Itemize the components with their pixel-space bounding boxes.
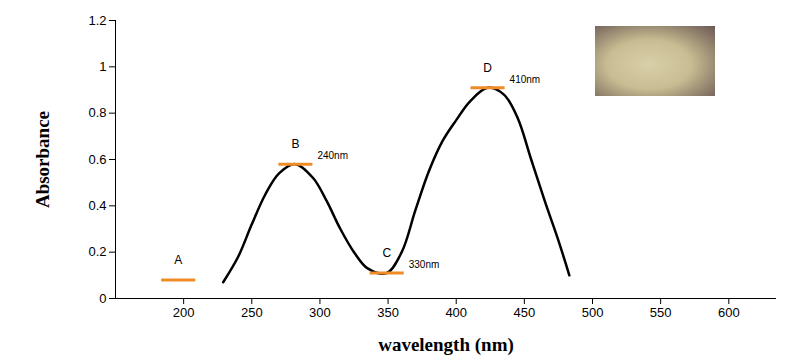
svg-text:500: 500 <box>582 305 604 320</box>
svg-text:350: 350 <box>377 305 399 320</box>
svg-text:0.8: 0.8 <box>88 105 106 120</box>
svg-text:1.2: 1.2 <box>88 13 106 28</box>
svg-text:450: 450 <box>514 305 536 320</box>
svg-text:300: 300 <box>309 305 331 320</box>
svg-text:wavelength (nm): wavelength (nm) <box>378 334 514 356</box>
svg-text:1: 1 <box>99 59 106 74</box>
svg-text:0.6: 0.6 <box>88 152 106 167</box>
svg-text:Absorbance: Absorbance <box>32 111 53 208</box>
svg-text:550: 550 <box>650 305 672 320</box>
svg-text:A: A <box>174 253 182 267</box>
svg-text:240nm: 240nm <box>317 150 348 161</box>
svg-text:250: 250 <box>241 305 263 320</box>
svg-text:D: D <box>483 61 492 75</box>
svg-text:400: 400 <box>445 305 467 320</box>
svg-text:0.4: 0.4 <box>88 198 106 213</box>
svg-text:B: B <box>291 137 299 151</box>
svg-text:330nm: 330nm <box>409 259 440 270</box>
svg-text:200: 200 <box>173 305 195 320</box>
svg-text:410nm: 410nm <box>510 74 541 85</box>
svg-text:C: C <box>382 246 391 260</box>
svg-text:600: 600 <box>718 305 740 320</box>
svg-text:0.2: 0.2 <box>88 244 106 259</box>
svg-text:0: 0 <box>99 291 106 306</box>
